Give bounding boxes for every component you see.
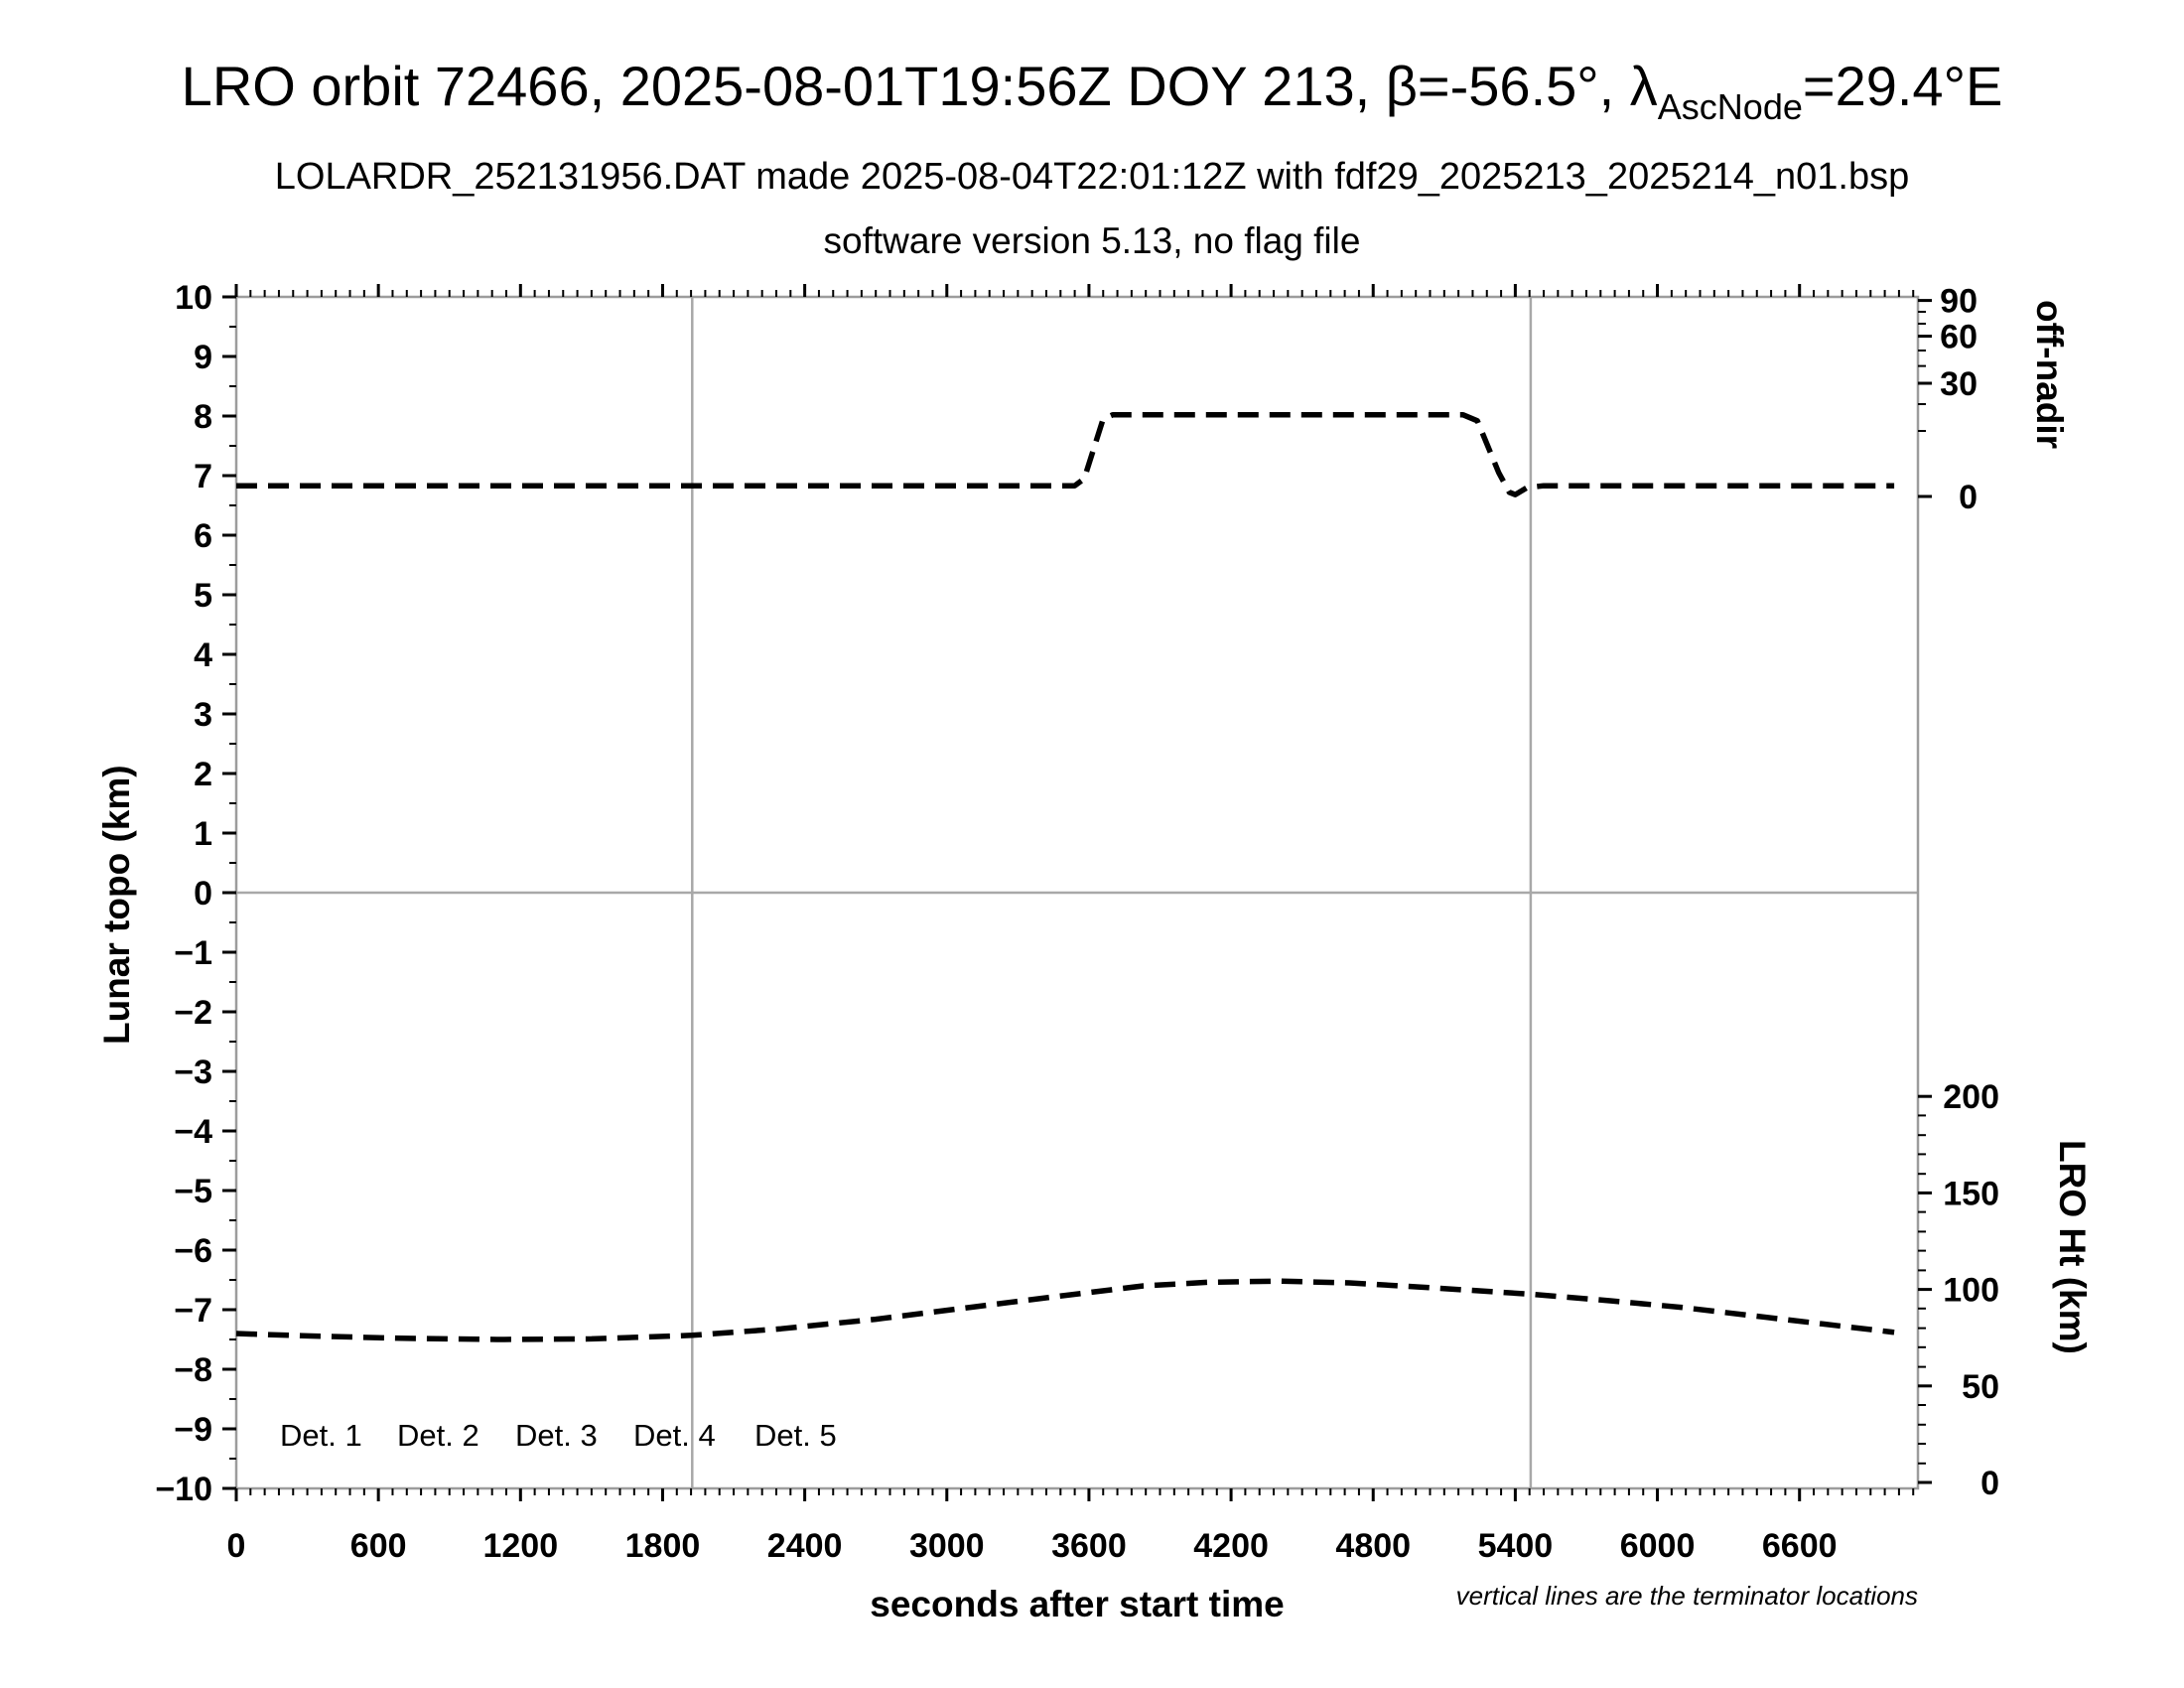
y-tick-label: 4 xyxy=(194,636,212,674)
legend: Det. 1 Det. 2 Det. 3 Det. 4 Det. 5 xyxy=(280,1418,837,1453)
title-main: LRO orbit 72466, 2025-08-01T19:56Z DOY 2… xyxy=(182,55,1658,117)
x-tick-label: 3000 xyxy=(909,1527,985,1565)
y-tick-label: −3 xyxy=(174,1054,212,1091)
y-tick-label: 10 xyxy=(175,279,212,317)
x-tick-label: 4800 xyxy=(1335,1527,1411,1565)
off-nadir-tick-label: 0 xyxy=(1959,479,1978,516)
x-tick-label: 6000 xyxy=(1620,1527,1696,1565)
lro-ht-tick-label: 200 xyxy=(1943,1078,1999,1116)
lro-height-curve xyxy=(235,1278,1895,1342)
off-nadir-tick-label: 90 xyxy=(1940,283,1978,321)
title-suffix: =29.4°E xyxy=(1803,55,2002,117)
x-tick-label: 6600 xyxy=(1762,1527,1838,1565)
y-axis-title-left: Lunar topo (km) xyxy=(96,765,137,1045)
page-title: LRO orbit 72466, 2025-08-01T19:56Z DOY 2… xyxy=(182,55,2003,127)
x-tick-label: 0 xyxy=(227,1527,246,1565)
subtitle-filename: LOLARDR_252131956.DAT made 2025-08-04T22… xyxy=(275,156,1910,198)
x-tick-label: 4200 xyxy=(1193,1527,1269,1565)
y-axis-title-lro-ht: LRO Ht (km) xyxy=(2052,1140,2093,1354)
y-tick-label: 5 xyxy=(194,577,212,615)
y-tick-label: 6 xyxy=(194,517,212,555)
y-tick-label: −5 xyxy=(174,1173,212,1210)
legend-det-4: Det. 4 xyxy=(633,1418,716,1453)
y-tick-label: 1 xyxy=(194,815,212,853)
legend-det-3: Det. 3 xyxy=(515,1418,598,1453)
y-tick-label: −8 xyxy=(174,1351,212,1389)
x-tick-label: 1200 xyxy=(482,1527,558,1565)
y-axis-title-off-nadir: off-nadir xyxy=(2029,300,2070,449)
lro-ht-tick-label: 150 xyxy=(1943,1175,1999,1212)
off-nadir-tick-label: 60 xyxy=(1940,319,1978,356)
y-tick-label: −9 xyxy=(174,1411,212,1449)
y-tick-label: 7 xyxy=(194,458,212,495)
legend-det-2: Det. 2 xyxy=(397,1418,479,1453)
subtitle-software-version: software version 5.13, no flag file xyxy=(824,220,1361,261)
x-tick-label: 5400 xyxy=(1478,1527,1554,1565)
y-tick-label: 0 xyxy=(194,875,212,913)
lro-ht-tick-label: 0 xyxy=(1980,1465,1999,1502)
y-tick-label: −2 xyxy=(174,994,212,1032)
plot-generated-content: 0 600 1200 1800 2400 3000 3600 4200 4800 5400 6000… xyxy=(155,279,1999,1565)
y-tick-label: −10 xyxy=(155,1471,212,1508)
y-tick-label: −7 xyxy=(174,1292,212,1330)
legend-det-5: Det. 5 xyxy=(754,1418,837,1453)
y-tick-label: 9 xyxy=(194,339,212,376)
y-tick-label: −6 xyxy=(174,1232,212,1270)
y-tick-label: 2 xyxy=(194,756,212,793)
y-tick-label: 3 xyxy=(194,696,212,734)
x-tick-label: 3600 xyxy=(1051,1527,1127,1565)
title-subscript: AscNode xyxy=(1658,86,1803,127)
x-tick-label: 600 xyxy=(350,1527,407,1565)
y-tick-label: −4 xyxy=(174,1113,212,1151)
off-nadir-tick-label: 30 xyxy=(1940,365,1978,403)
x-tick-label: 2400 xyxy=(767,1527,843,1565)
y-tick-label: 8 xyxy=(194,398,212,436)
off-nadir-curve xyxy=(236,412,1895,497)
x-tick-label: 1800 xyxy=(625,1527,701,1565)
lro-ht-tick-label: 50 xyxy=(1962,1368,1999,1406)
terminator-footnote: vertical lines are the terminator locati… xyxy=(1456,1581,1918,1611)
y-tick-label: −1 xyxy=(174,934,212,972)
x-axis-title: seconds after start time xyxy=(870,1584,1284,1624)
lro-ht-tick-label: 100 xyxy=(1943,1272,1999,1310)
legend-det-1: Det. 1 xyxy=(280,1418,362,1453)
